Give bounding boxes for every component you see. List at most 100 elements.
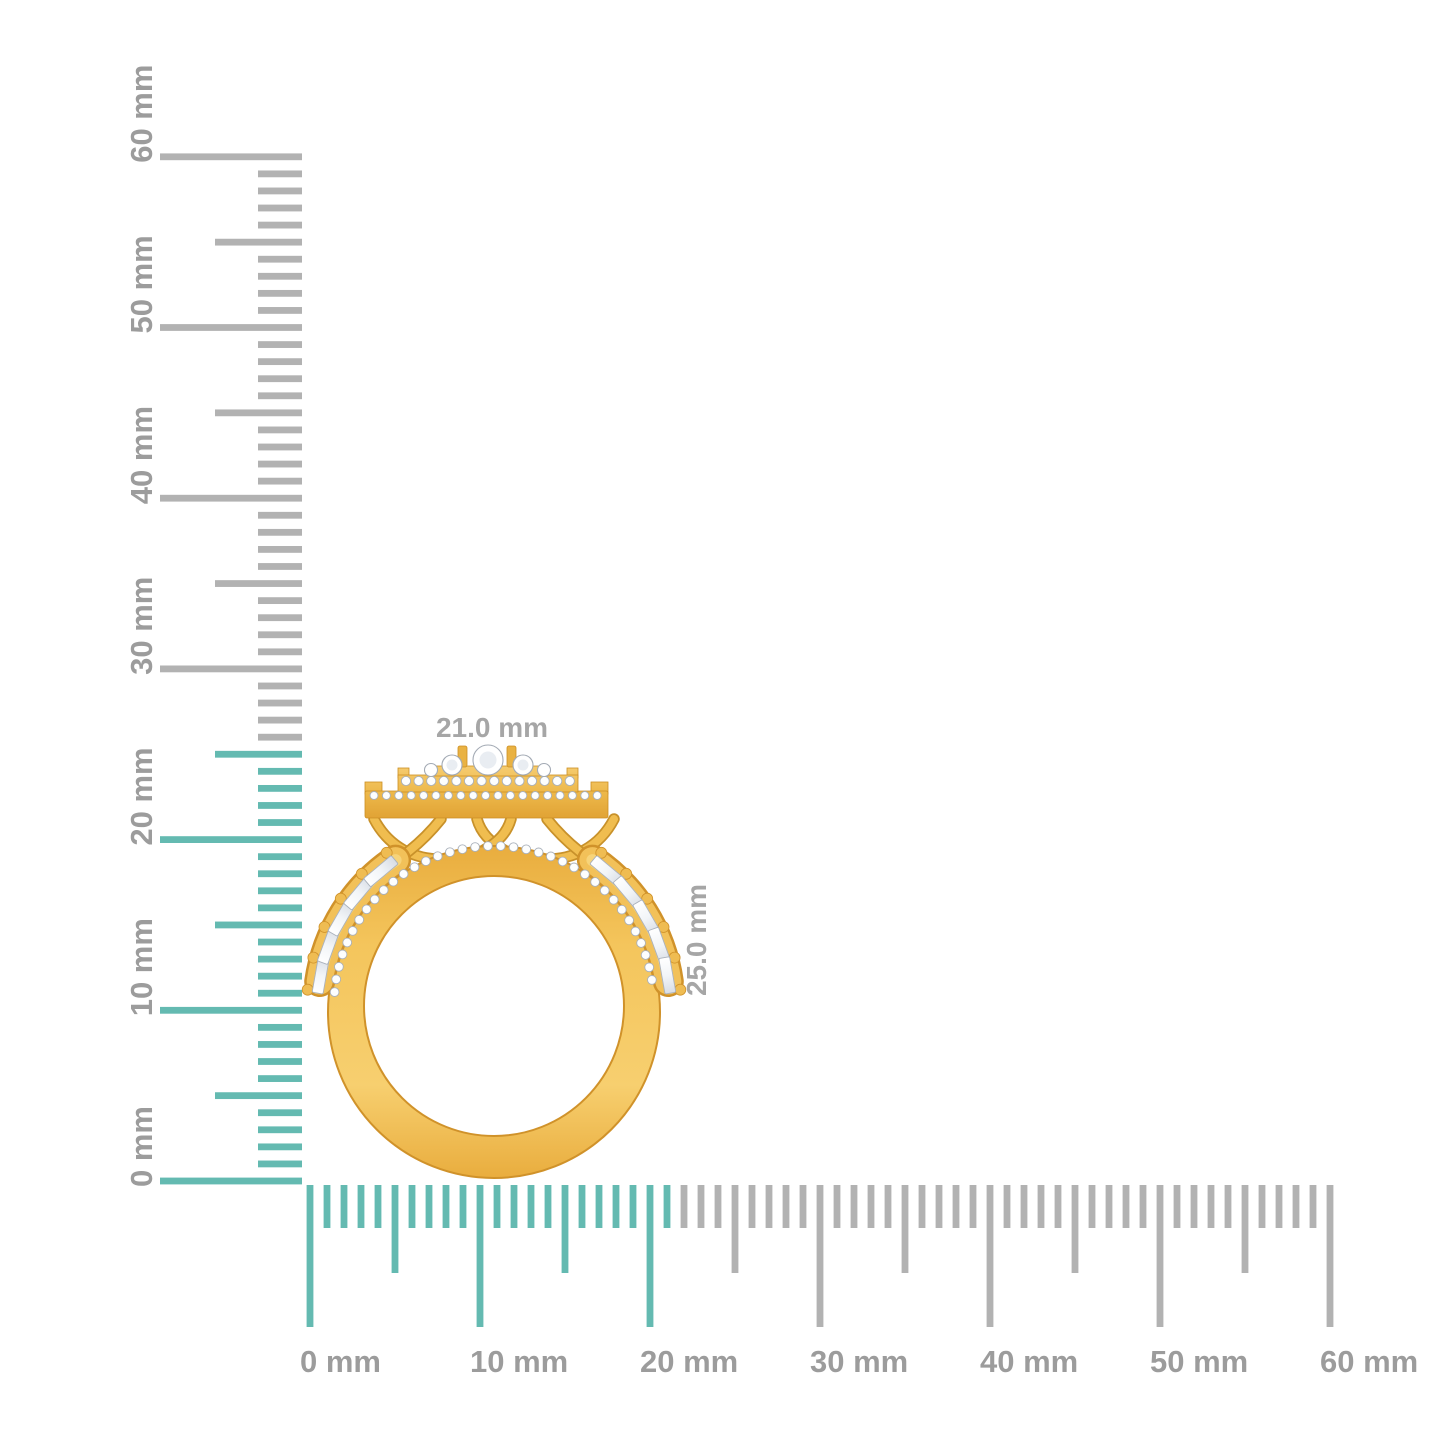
v-ruler-tick-38mm <box>258 528 302 536</box>
h-ruler-tick-56mm <box>1258 1185 1266 1228</box>
v-ruler-tick-54mm <box>258 255 302 263</box>
halo-pave-diamond-outer <box>592 791 602 800</box>
halo-pave-diamond-outer <box>580 791 590 800</box>
v-ruler-tick-45mm <box>215 409 302 417</box>
band-pave-diamond <box>590 877 600 887</box>
v-ruler-tick-15mm <box>215 921 302 929</box>
band-pave-diamond <box>545 851 556 862</box>
shoulder-prong-bump <box>641 892 654 905</box>
v-ruler-tick-4mm <box>258 1109 302 1117</box>
band-pave-diamond <box>432 851 443 862</box>
h-ruler-tick-14mm <box>544 1185 552 1228</box>
h-ruler-tick-51mm <box>1173 1185 1181 1228</box>
v-ruler-tick-9mm <box>258 1023 302 1031</box>
h-ruler-label-50mm: 50 mm <box>1150 1344 1248 1379</box>
baguette-diamond <box>658 956 677 995</box>
halo-pave-diamond-outer <box>431 791 441 800</box>
band-pave-diamond <box>608 894 619 905</box>
v-ruler-tick-47mm <box>258 375 302 383</box>
h-ruler-tick-15mm <box>561 1185 569 1273</box>
v-ruler-tick-33mm <box>258 614 302 622</box>
h-ruler-tick-44mm <box>1054 1185 1062 1228</box>
v-ruler-tick-29mm <box>258 682 302 690</box>
v-ruler-tick-24mm <box>258 767 302 775</box>
halo-pave-diamond-outer <box>381 791 391 800</box>
h-ruler-tick-40mm <box>986 1185 994 1327</box>
band-pave-diamond <box>347 926 358 936</box>
h-ruler-label-30mm: 30 mm <box>810 1344 908 1379</box>
shoulder-prong-bump <box>595 846 608 859</box>
band-pave-diamond <box>624 915 634 926</box>
band-pave-diamond <box>630 926 641 937</box>
h-ruler-tick-35mm <box>901 1185 909 1273</box>
band-pave-diamond <box>636 938 646 948</box>
halo-pave-diamond-outer <box>555 791 565 800</box>
dimension-annotations: 21.0 mm 25.0 mm <box>436 712 712 996</box>
v-ruler-tick-10mm <box>160 1006 302 1014</box>
shoulder-prong-bump <box>355 867 368 880</box>
h-ruler-tick-28mm <box>782 1185 790 1228</box>
h-ruler-tick-53mm <box>1207 1185 1215 1228</box>
halo-pave-diamond-outer <box>530 791 540 800</box>
band-pave-diamond <box>409 862 420 873</box>
v-ruler-tick-12mm <box>258 972 302 980</box>
v-ruler-tick-35mm <box>215 580 302 587</box>
v-ruler-label-40mm: 40 mm <box>124 406 159 504</box>
halo-pave-diamond-outer <box>505 791 515 800</box>
h-ruler-tick-6mm <box>408 1185 416 1228</box>
v-ruler-tick-19mm <box>258 853 302 861</box>
cluster-diamond-center-facet <box>479 751 497 769</box>
h-ruler-label-60mm: 60 mm <box>1320 1344 1418 1379</box>
v-ruler-tick-44mm <box>258 426 302 434</box>
head-tier2-halo <box>397 774 579 793</box>
v-ruler-tick-37mm <box>258 546 302 553</box>
band-pave-diamond <box>388 876 399 887</box>
v-ruler-tick-43mm <box>258 443 302 451</box>
halo-pave-diamond-inner <box>438 775 449 787</box>
h-ruler-tick-60mm <box>1326 1185 1334 1327</box>
head-pave-rows <box>369 775 602 800</box>
h-ruler-tick-20mm <box>646 1185 654 1327</box>
v-ruler-tick-18mm <box>258 870 302 878</box>
h-ruler-tick-50mm <box>1156 1185 1164 1327</box>
baguette-diamond <box>363 855 399 887</box>
band-pave-diamond <box>445 847 455 858</box>
band-pave-diamond <box>508 842 519 853</box>
v-ruler-tick-7mm <box>258 1058 302 1065</box>
band-pave-diamond <box>521 844 532 855</box>
band-pave-diamond <box>378 885 389 895</box>
h-ruler-tick-59mm <box>1309 1185 1317 1228</box>
shoulder-prong-bump <box>334 892 347 905</box>
band-pave-diamond <box>334 961 344 972</box>
v-ruler-tick-57mm <box>258 204 302 212</box>
h-ruler-label-10mm: 10 mm <box>470 1344 568 1379</box>
halo-pave-diamond-inner <box>539 775 550 787</box>
v-ruler-label-20mm: 20 mm <box>124 747 159 845</box>
v-ruler-tick-8mm <box>258 1041 302 1048</box>
band-pave-diamond <box>580 869 590 880</box>
band-pave-diamond <box>569 862 579 873</box>
h-ruler-tick-31mm <box>833 1185 841 1228</box>
h-ruler-tick-10mm <box>476 1185 484 1327</box>
band-pave-diamond <box>457 844 468 855</box>
v-ruler-tick-48mm <box>258 358 302 366</box>
h-ruler-tick-49mm <box>1139 1185 1147 1228</box>
h-ruler-tick-30mm <box>816 1185 824 1327</box>
v-ruler-tick-27mm <box>258 716 302 724</box>
ring-shoulder-plates <box>301 844 687 997</box>
width-annotation: 21.0 mm <box>436 712 548 743</box>
h-ruler-tick-34mm <box>884 1185 892 1228</box>
h-ruler-label-20mm: 20 mm <box>640 1344 738 1379</box>
h-ruler-tick-8mm <box>442 1185 450 1228</box>
h-ruler-tick-26mm <box>748 1185 756 1228</box>
v-ruler-tick-30mm <box>160 665 302 673</box>
band-pave-diamond <box>331 974 342 985</box>
halo-pave-diamond-inner <box>413 775 424 787</box>
v-ruler-tick-6mm <box>258 1075 302 1082</box>
v-ruler-tick-14mm <box>258 938 302 946</box>
v-ruler-tick-46mm <box>258 392 302 400</box>
halo-pave-diamond-outer <box>518 791 528 800</box>
h-ruler-tick-48mm <box>1122 1185 1130 1228</box>
v-ruler-tick-41mm <box>258 477 302 485</box>
h-ruler-tick-57mm <box>1275 1185 1283 1228</box>
